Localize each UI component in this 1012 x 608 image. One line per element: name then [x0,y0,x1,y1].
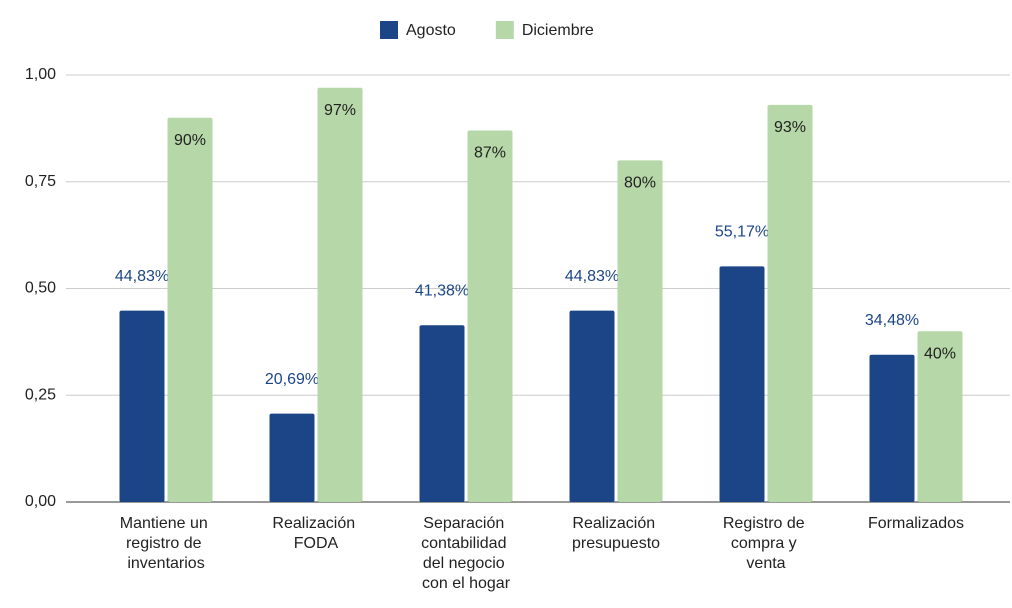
y-tick-label: 0,00 [25,493,56,510]
x-tick-label: Mantiene un registro de inventarios [120,515,213,572]
data-label: 44,83% [115,268,169,285]
bar [719,266,765,502]
bar [569,310,615,502]
y-tick-label: 0,75 [25,173,56,190]
bar [119,310,165,502]
legend-label: Diciembre [522,22,594,39]
legend-swatch [380,21,398,39]
bar [467,130,513,502]
bar [869,354,915,502]
data-label: 97% [324,102,356,119]
x-tick-label: Realización presupuesto [572,515,660,552]
bar [167,117,213,502]
data-label: 41,38% [415,283,469,300]
data-label: 20,69% [265,371,319,388]
data-label: 87% [474,145,506,162]
data-label: 44,83% [565,268,619,285]
y-tick-label: 0,50 [25,280,56,297]
bar [269,413,315,502]
bar [767,104,813,502]
x-tick-label: Realización FODA [272,515,359,552]
y-tick-label: 0,25 [25,386,56,403]
y-tick-label: 1,00 [25,66,56,83]
data-label: 55,17% [715,224,769,241]
data-label: 34,48% [865,312,919,329]
x-tick-label: Formalizados [868,515,964,532]
legend-swatch [495,21,514,39]
legend-label: Agosto [406,22,456,39]
data-label: 80% [624,175,656,192]
x-tick-label: Separación contabilidad del negocio con … [421,515,511,592]
bar [317,87,363,502]
bar [617,160,663,502]
bar [419,325,465,502]
data-label: 93% [774,119,806,136]
data-label: 40% [924,345,956,362]
x-tick-label: Registro de compra y venta [723,515,809,572]
data-label: 90% [174,132,206,149]
bar [917,331,963,502]
